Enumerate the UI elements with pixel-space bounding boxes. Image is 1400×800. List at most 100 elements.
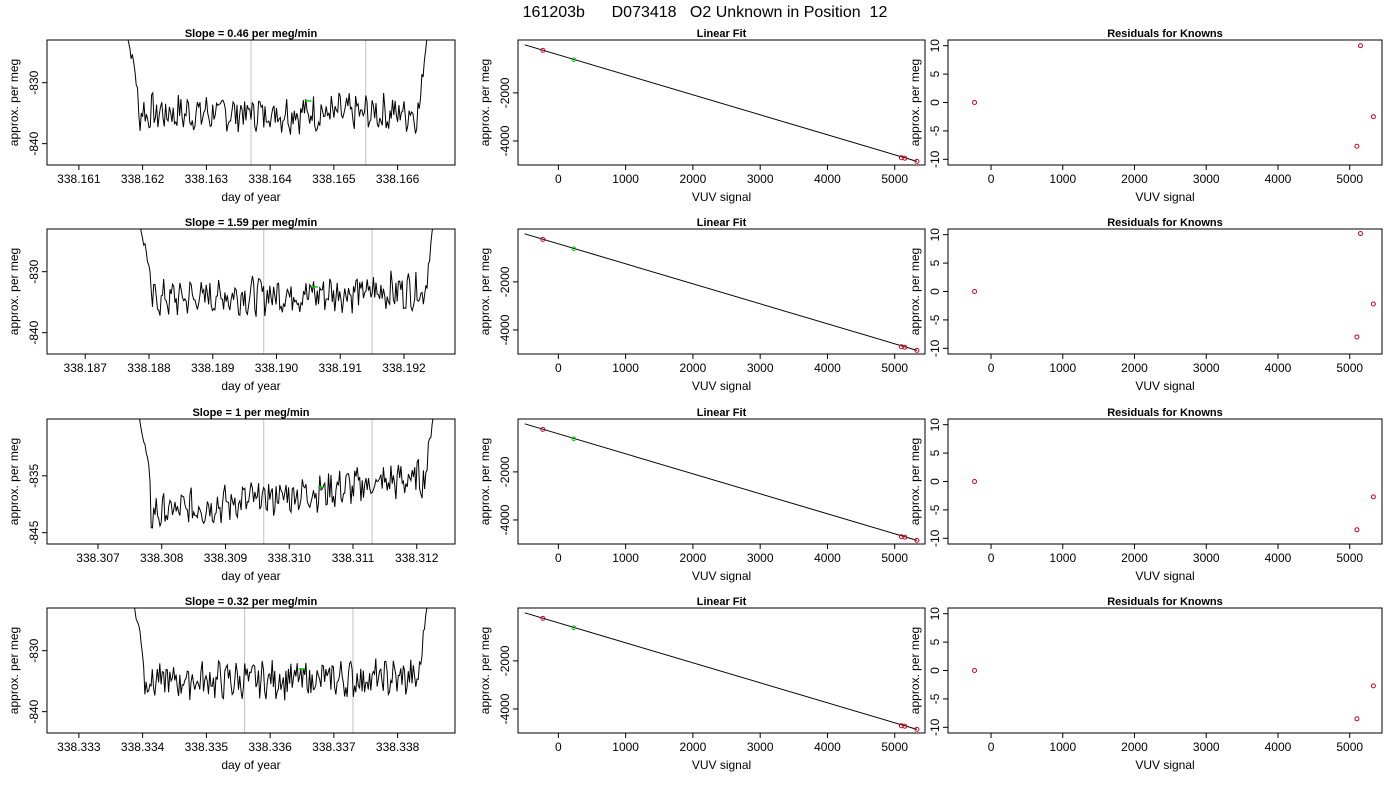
known-point <box>914 347 920 353</box>
panel-title: Residuals for Knowns <box>1107 407 1223 419</box>
x-tick-label: 1000 <box>1049 172 1076 186</box>
residual-point <box>1370 301 1376 307</box>
panel-12: Residuals for Knowns 0 1000 2000 3000 4000 500… <box>908 596 1383 772</box>
x-tick-label: 4000 <box>1265 551 1292 565</box>
signal-trace <box>134 608 428 701</box>
unknown-point <box>571 625 577 631</box>
residual-point <box>972 479 978 484</box>
x-tick-label: 338.334 <box>121 740 165 754</box>
panel-title: Slope = 0.32 per meg/min <box>185 596 318 608</box>
x-tick-label: 338.163 <box>185 172 229 186</box>
x-axis-label: VUV signal <box>692 379 751 393</box>
x-tick-label: 338.192 <box>382 361 426 375</box>
x-tick-label: 338.190 <box>255 361 299 375</box>
plot-area <box>972 479 1376 533</box>
y-tick-label: -5 <box>928 314 942 325</box>
x-tick-label: 338.188 <box>127 361 171 375</box>
x-tick-label: 338.191 <box>319 361 363 375</box>
x-tick-label: 1000 <box>1049 361 1076 375</box>
y-tick-label: -4000 <box>498 504 512 535</box>
y-axis-label: approx. per meg <box>908 59 922 146</box>
panel-frame <box>46 39 456 166</box>
y-tick-label: 10 <box>928 228 942 242</box>
residual-point <box>1370 494 1376 500</box>
y-tick-label: -10 <box>928 718 942 736</box>
plot-area <box>524 44 920 164</box>
x-tick-label: 3000 <box>747 740 774 754</box>
x-tick-label: 1000 <box>1049 740 1076 754</box>
x-tick-label: 3000 <box>747 172 774 186</box>
x-axis-label: VUV signal <box>692 190 751 204</box>
panel-8: Linear Fit 0 1000 2000 3000 4000 5000 -2000 -400… <box>478 596 926 772</box>
panel-11: Residuals for Knowns 0 1000 2000 3000 4000 500… <box>908 407 1383 583</box>
x-tick-label: 0 <box>988 551 995 565</box>
x-tick-label: 338.189 <box>191 361 235 375</box>
y-tick-label: 10 <box>928 607 942 621</box>
panel-10: Residuals for Knowns 0 1000 2000 3000 4000 500… <box>908 217 1383 393</box>
known-point <box>914 158 920 164</box>
plot-area <box>134 608 428 733</box>
x-tick-label: 338.308 <box>140 551 184 565</box>
panel-4: Slope = 0.32 per meg/min 338.333 338.334 33… <box>7 596 456 772</box>
x-axis-label: VUV signal <box>692 758 751 772</box>
y-tick-label: 0 <box>928 667 942 674</box>
panel-frame <box>517 418 926 545</box>
y-tick-label: 10 <box>928 418 942 432</box>
x-tick-label: 1000 <box>1049 551 1076 565</box>
panel-title: Linear Fit <box>697 407 747 419</box>
known-point <box>540 47 546 53</box>
panel-frame <box>46 228 456 355</box>
panel-frame <box>517 39 926 166</box>
y-tick-label: -4000 <box>498 125 512 156</box>
panel-frame <box>947 228 1383 355</box>
panel-frame <box>947 607 1383 734</box>
y-tick-label: -830 <box>27 638 41 662</box>
panels: Slope = 0.46 per meg/min 338.161 338.162 33… <box>7 28 1383 772</box>
panel-title: Residuals for Knowns <box>1107 596 1223 608</box>
x-tick-label: 5000 <box>1336 551 1363 565</box>
y-tick-label: 5 <box>928 638 942 645</box>
x-axis-label: VUV signal <box>1135 190 1194 204</box>
known-point <box>898 534 904 540</box>
plot-area <box>972 43 1376 149</box>
x-tick-label: 2000 <box>1121 740 1148 754</box>
x-tick-label: 2000 <box>1121 361 1148 375</box>
unknown-point <box>571 246 577 252</box>
x-tick-label: 3000 <box>747 551 774 565</box>
residual-point <box>1357 231 1363 237</box>
y-axis-label: approx. per meg <box>908 627 922 714</box>
plot-area <box>524 233 920 353</box>
x-tick-label: 2000 <box>1121 172 1148 186</box>
x-tick-label: 4000 <box>814 551 841 565</box>
x-tick-label: 4000 <box>814 361 841 375</box>
x-tick-label: 0 <box>988 361 995 375</box>
panel-frame <box>46 418 456 545</box>
y-tick-label: -2000 <box>498 645 512 676</box>
x-tick-label: 0 <box>555 740 562 754</box>
figure-title: 161203b D073418 O2 Unknown in Position 1… <box>523 4 888 21</box>
y-tick-label: -10 <box>928 150 942 168</box>
panel-frame <box>947 39 1383 166</box>
x-tick-label: 2000 <box>680 361 707 375</box>
y-tick-label: -10 <box>928 339 942 357</box>
x-axis-label: day of year <box>221 379 280 393</box>
y-tick-label: 0 <box>928 99 942 106</box>
x-tick-label: 5000 <box>881 172 908 186</box>
signal-trace <box>140 229 433 317</box>
x-tick-label: 1000 <box>612 551 639 565</box>
y-tick-label: -5 <box>928 125 942 136</box>
y-axis-label: approx. per meg <box>7 248 21 335</box>
known-point <box>902 155 908 161</box>
x-tick-label: 338.311 <box>332 551 375 565</box>
x-axis-label: VUV signal <box>692 569 751 583</box>
x-tick-label: 338.165 <box>312 172 356 186</box>
x-tick-label: 3000 <box>1193 172 1220 186</box>
y-axis-label: approx. per meg <box>7 627 21 714</box>
y-tick-label: -830 <box>27 70 41 94</box>
panel-1: Slope = 0.46 per meg/min 338.161 338.162 33… <box>7 28 456 204</box>
x-tick-label: 1000 <box>612 740 639 754</box>
x-tick-label: 3000 <box>747 361 774 375</box>
panel-5: Linear Fit 0 1000 2000 3000 4000 5000 -2000 -400… <box>478 28 926 204</box>
y-axis-label: approx. per meg <box>908 438 922 525</box>
x-tick-label: 0 <box>988 172 995 186</box>
